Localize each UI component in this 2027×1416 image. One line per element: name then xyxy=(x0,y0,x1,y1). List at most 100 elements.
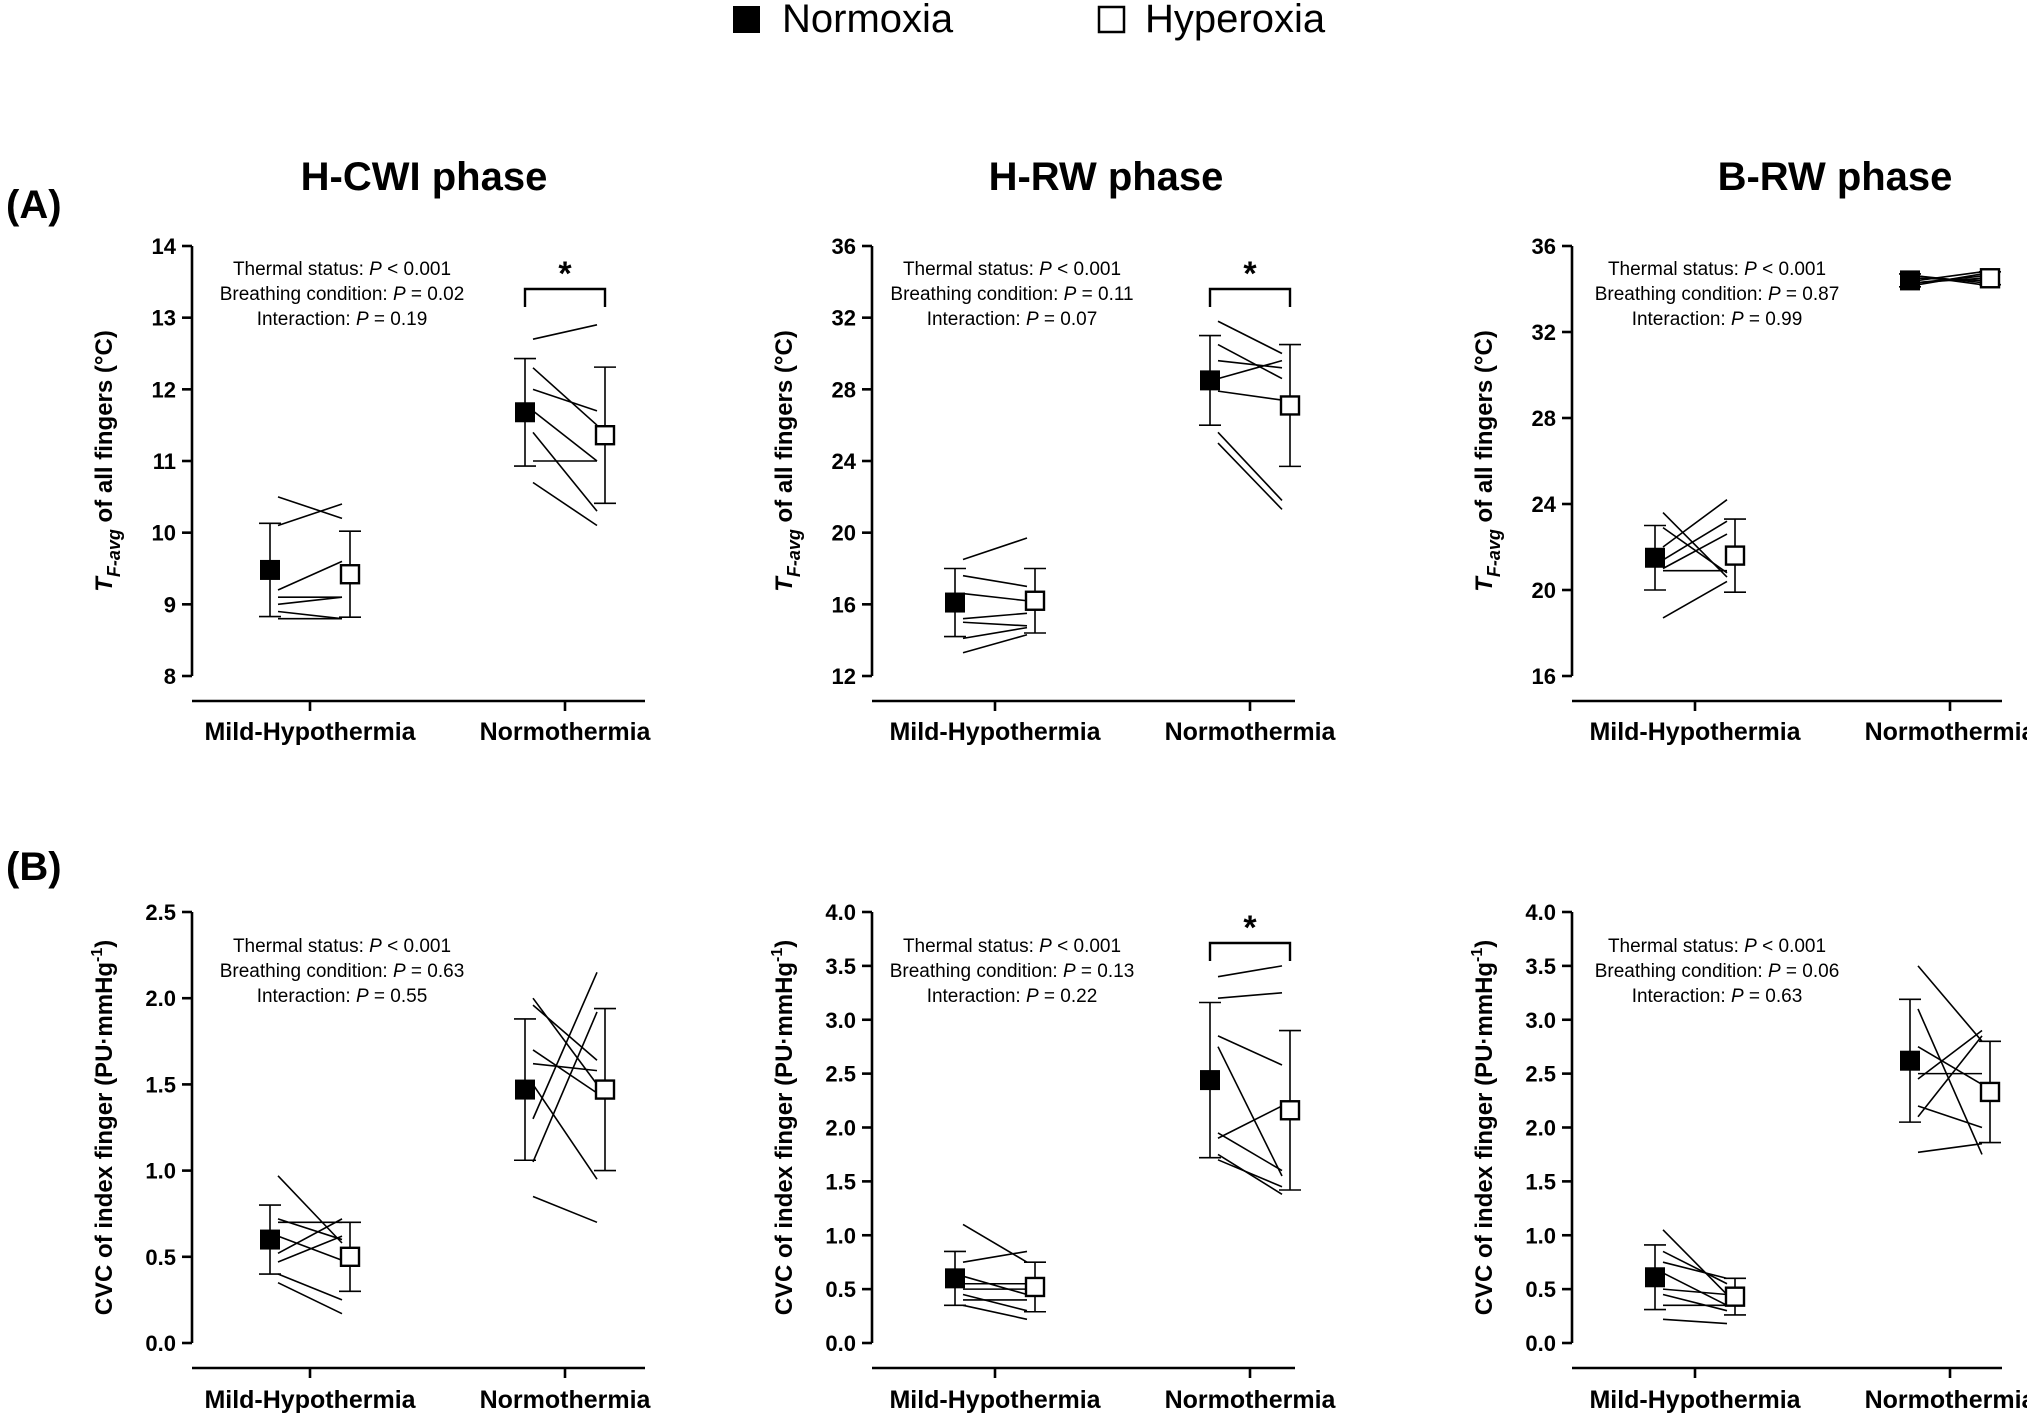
mean-marker-normoxia xyxy=(1200,370,1220,391)
y-tick-label: 11 xyxy=(153,449,176,474)
y-tick-label: 1.0 xyxy=(1525,1223,1556,1248)
individual-line xyxy=(962,592,1028,602)
mean-marker-normoxia xyxy=(1645,1267,1665,1288)
individual-line xyxy=(1217,343,1283,380)
individual-line xyxy=(1217,359,1283,369)
significance-label: * xyxy=(1243,909,1257,947)
y-axis-label: CVC of index finger (PU·mmHg-1) xyxy=(89,940,118,1316)
individual-line xyxy=(277,1273,343,1301)
y-axis-label: TF-avg of all fingers (°C) xyxy=(1471,330,1504,592)
y-tick-label: 16 xyxy=(1532,664,1556,689)
stat-line: Interaction: P = 0.07 xyxy=(927,309,1098,330)
chart-panel: 0.0 0.5 1.0 1.5 2.0 2.5 Mild-Hypothermia Normot… xyxy=(89,900,652,1414)
y-tick-label: 0.0 xyxy=(825,1331,856,1356)
individual-line xyxy=(1662,533,1728,570)
mean-marker-normoxia xyxy=(515,402,535,423)
individual-line xyxy=(277,503,343,527)
y-tick-label: 2.5 xyxy=(145,900,176,925)
chart-panel: H-CWI phase 8 9 10 11 12 13 14 Mild-Hypothermia N… xyxy=(91,155,652,746)
y-tick-label: 24 xyxy=(832,449,857,474)
mean-marker-normoxia xyxy=(945,592,965,613)
y-tick-label: 32 xyxy=(832,306,856,331)
y-tick-label: 13 xyxy=(152,306,176,331)
significance-label: * xyxy=(558,255,572,293)
individual-line xyxy=(1917,1035,1983,1118)
individual-line xyxy=(532,481,598,527)
y-axis-label: TF-avg of all fingers (°C) xyxy=(91,330,124,592)
individual-line xyxy=(277,1175,343,1244)
mean-marker-normoxia xyxy=(260,559,280,580)
individual-line xyxy=(277,1235,343,1263)
individual-line xyxy=(1917,275,1983,284)
individual-line xyxy=(532,1004,598,1061)
individual-line xyxy=(532,1011,598,1163)
individual-line xyxy=(962,634,1028,654)
individual-line xyxy=(277,560,343,591)
stat-line: Interaction: P = 0.55 xyxy=(257,986,428,1007)
y-tick-label: 3.0 xyxy=(1525,1008,1556,1033)
y-tick-label: 12 xyxy=(832,664,856,689)
y-tick-label: 0.5 xyxy=(1525,1277,1556,1302)
individual-line xyxy=(962,1223,1028,1263)
individual-line xyxy=(532,1195,598,1224)
y-tick-label: 32 xyxy=(1532,320,1556,345)
y-tick-label: 2.0 xyxy=(1525,1116,1556,1141)
individual-line xyxy=(1217,1046,1283,1177)
y-tick-label: 28 xyxy=(1532,406,1556,431)
stat-line: Thermal status: P < 0.001 xyxy=(233,936,451,957)
panel-title: B-RW phase xyxy=(1718,155,1953,199)
x-category-label: Mild-Hypothermia xyxy=(204,1386,416,1414)
stat-line: Thermal status: P < 0.001 xyxy=(903,936,1121,957)
individual-line xyxy=(1662,1318,1728,1325)
y-tick-label: 20 xyxy=(832,521,856,546)
stat-line: Breathing condition: P = 0.02 xyxy=(220,284,465,305)
mean-marker-hyperoxia xyxy=(1979,1081,2001,1103)
individual-line xyxy=(277,496,343,520)
individual-line xyxy=(1217,1159,1283,1188)
individual-line xyxy=(962,537,1028,561)
y-tick-label: 2.5 xyxy=(825,1062,856,1087)
y-tick-label: 2.0 xyxy=(145,986,176,1011)
individual-line xyxy=(1662,1288,1728,1296)
individual-line xyxy=(1217,1132,1283,1172)
mean-marker-normoxia xyxy=(260,1229,280,1250)
y-tick-label: 3.5 xyxy=(1525,954,1556,979)
individual-line xyxy=(962,1275,1028,1296)
individual-line xyxy=(1217,1153,1283,1195)
y-tick-label: 4.0 xyxy=(1525,900,1556,925)
individual-line xyxy=(962,612,1028,620)
individual-line xyxy=(1917,1142,1983,1154)
individual-line xyxy=(1917,277,1983,284)
individual-line xyxy=(1662,1293,1728,1312)
mean-marker-normoxia xyxy=(1900,270,1920,291)
individual-line xyxy=(532,431,598,512)
individual-line xyxy=(1662,1250,1728,1285)
individual-line xyxy=(1662,580,1728,619)
y-tick-label: 1.5 xyxy=(825,1169,856,1194)
stat-line: Thermal status: P < 0.001 xyxy=(233,259,451,280)
legend-label: Normoxia xyxy=(782,0,954,41)
individual-line xyxy=(962,1293,1028,1312)
y-tick-label: 2.0 xyxy=(825,1116,856,1141)
y-tick-label: 14 xyxy=(152,234,177,259)
individual-line xyxy=(1917,1008,1983,1155)
y-tick-label: 10 xyxy=(152,521,176,546)
y-tick-label: 16 xyxy=(832,592,856,617)
mean-marker-normoxia xyxy=(515,1079,535,1100)
individual-line xyxy=(1917,965,1983,1042)
y-tick-label: 24 xyxy=(1532,492,1557,517)
individual-line xyxy=(1662,1261,1728,1280)
y-tick-label: 1.5 xyxy=(145,1072,176,1097)
stat-line: Thermal status: P < 0.001 xyxy=(903,259,1121,280)
mean-marker-normoxia xyxy=(1645,547,1665,568)
mean-marker-hyperoxia xyxy=(1024,1276,1046,1298)
y-axis-label: CVC of index finger (PU·mmHg-1) xyxy=(1469,940,1498,1316)
individual-line xyxy=(532,388,598,412)
individual-line xyxy=(532,972,598,1120)
individual-line xyxy=(1217,992,1283,999)
x-category-label: Mild-Hypothermia xyxy=(1589,718,1801,746)
individual-line xyxy=(1217,1035,1283,1066)
y-tick-label: 12 xyxy=(152,377,176,402)
y-tick-label: 1.0 xyxy=(825,1223,856,1248)
